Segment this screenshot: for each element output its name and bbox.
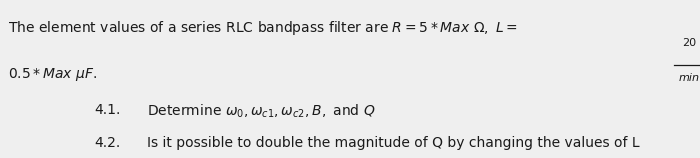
Text: Determine $\omega_0, \omega_{c1}, \omega_{c2}, B,$ and $Q$: Determine $\omega_0, \omega_{c1}, \omega… bbox=[147, 103, 375, 120]
Text: Is it possible to double the magnitude of Q by changing the values of L: Is it possible to double the magnitude o… bbox=[147, 136, 640, 150]
Text: 4.1.: 4.1. bbox=[94, 103, 121, 117]
Text: $0.5 * Max\ \mu F.$: $0.5 * Max\ \mu F.$ bbox=[8, 66, 98, 83]
Text: The element values of a series RLC bandpass filter are $R = 5 * Max\ \Omega,\ L : The element values of a series RLC bandp… bbox=[8, 19, 518, 37]
Text: 4.2.: 4.2. bbox=[94, 136, 120, 150]
Text: 20: 20 bbox=[682, 38, 696, 48]
Text: min: min bbox=[679, 73, 700, 83]
